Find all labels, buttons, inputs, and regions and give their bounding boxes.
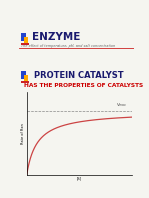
Text: PROTEIN CATALYST: PROTEIN CATALYST [34,71,123,80]
Bar [21,71,26,79]
Bar [24,75,28,81]
Text: ENZYME: ENZYME [32,32,81,43]
Bar [21,43,29,45]
Bar [24,37,28,43]
Text: HAS THE PROPERTIES OF CATALYSTS: HAS THE PROPERTIES OF CATALYSTS [24,83,143,88]
Bar [21,81,29,83]
Text: The effect of temperature, pH, and salt concentration: The effect of temperature, pH, and salt … [21,44,115,48]
Bar [21,33,26,41]
